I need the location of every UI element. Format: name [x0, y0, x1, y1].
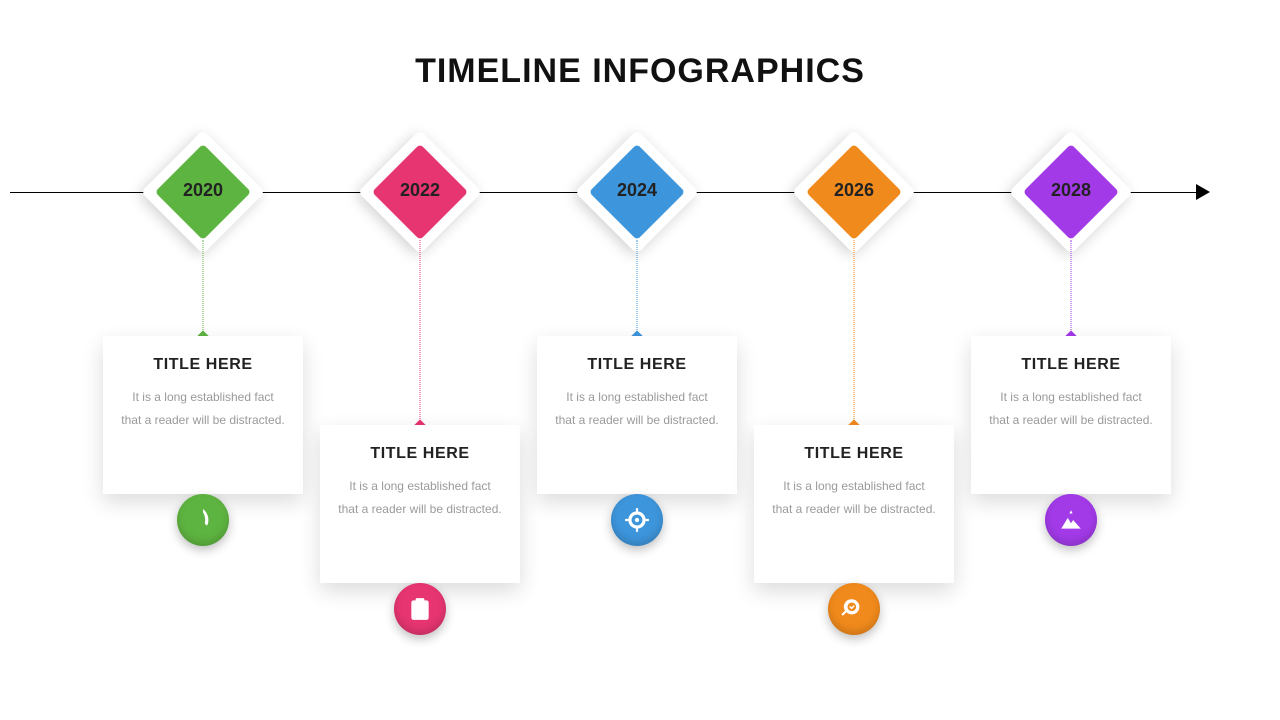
- year-label: 2026: [834, 180, 874, 201]
- card-title: TITLE HERE: [555, 356, 719, 374]
- info-card: TITLE HERE It is a long established fact …: [754, 425, 954, 583]
- year-label: 2028: [1051, 180, 1091, 201]
- card-description: It is a long established fact that a rea…: [121, 386, 285, 432]
- card-title: TITLE HERE: [772, 445, 936, 463]
- mountain-icon: [1045, 494, 1097, 546]
- year-label: 2022: [400, 180, 440, 201]
- year-label: 2020: [183, 180, 223, 201]
- clipboard-icon: [394, 583, 446, 635]
- connector-line: [854, 240, 855, 425]
- target-icon: [611, 494, 663, 546]
- connector-line: [203, 240, 204, 336]
- card-title: TITLE HERE: [121, 356, 285, 374]
- card-description: It is a long established fact that a rea…: [338, 475, 502, 521]
- timeline-nodes: 2020 TITLE HERE It is a long established f…: [0, 0, 1280, 720]
- card-description: It is a long established fact that a rea…: [772, 475, 936, 521]
- magnify-icon: [828, 583, 880, 635]
- info-card: TITLE HERE It is a long established fact …: [103, 336, 303, 494]
- rocket-icon: [177, 494, 229, 546]
- card-description: It is a long established fact that a rea…: [989, 386, 1153, 432]
- connector-line: [637, 240, 638, 336]
- card-description: It is a long established fact that a rea…: [555, 386, 719, 432]
- info-card: TITLE HERE It is a long established fact …: [320, 425, 520, 583]
- connector-line: [1071, 240, 1072, 336]
- year-label: 2024: [617, 180, 657, 201]
- card-title: TITLE HERE: [338, 445, 502, 463]
- connector-line: [420, 240, 421, 425]
- info-card: TITLE HERE It is a long established fact …: [971, 336, 1171, 494]
- card-title: TITLE HERE: [989, 356, 1153, 374]
- info-card: TITLE HERE It is a long established fact …: [537, 336, 737, 494]
